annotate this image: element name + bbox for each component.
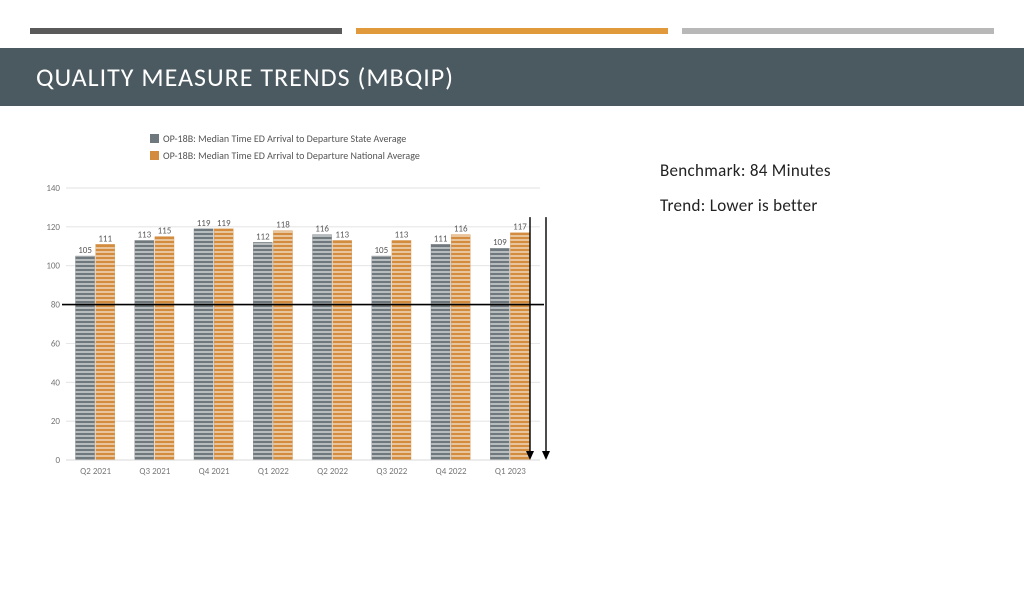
svg-text:Q3 2022: Q3 2022 [376,466,407,477]
bar-chart-svg: 0 20 40 60 80 100 120 140 105 111 Q2 2021 113 115 Q3 … [30,170,590,490]
bar [273,231,292,460]
bar [431,244,450,460]
svg-text:Q4 2022: Q4 2022 [436,466,467,477]
svg-text:113: 113 [335,229,349,240]
svg-text:109: 109 [493,237,507,248]
bar [75,256,94,460]
svg-text:111: 111 [98,233,112,244]
svg-text:Q2 2021: Q2 2021 [80,466,111,477]
chart-column: OP-18B: Median Time ED Arrival to Depart… [30,130,590,495]
legend-item-national: OP-18B: Median Time ED Arrival to Depart… [150,147,590,164]
legend-swatch-national [150,151,159,160]
svg-text:113: 113 [395,229,409,240]
svg-text:113: 113 [137,229,151,240]
bar [214,229,233,460]
stripe-2 [356,28,668,34]
svg-text:140: 140 [46,183,60,194]
svg-text:80: 80 [51,300,61,311]
svg-text:116: 116 [315,224,329,235]
svg-text:119: 119 [217,218,231,229]
bar [155,237,174,460]
svg-text:20: 20 [51,416,61,427]
bar [194,229,213,460]
svg-text:Q3 2021: Q3 2021 [139,466,170,477]
trend-text: Trend: Lower is better [660,195,831,216]
page-title: QUALITY MEASURE TRENDS (MBQIP) [36,61,454,93]
svg-text:Q4 2021: Q4 2021 [199,466,230,477]
bar [510,233,529,460]
svg-text:115: 115 [158,226,172,237]
svg-text:117: 117 [513,222,527,233]
svg-text:112: 112 [256,231,270,242]
svg-text:Q1 2023: Q1 2023 [495,466,526,477]
legend-label-state: OP-18B: Median Time ED Arrival to Depart… [163,130,406,147]
title-band: QUALITY MEASURE TRENDS (MBQIP) [0,48,1024,106]
bar [96,244,115,460]
stripe-1 [30,28,342,34]
benchmark-text: Benchmark: 84 Minutes [660,160,831,181]
legend-swatch-state [150,134,159,143]
svg-text:Q1 2022: Q1 2022 [258,466,289,477]
content-row: OP-18B: Median Time ED Arrival to Depart… [0,106,1024,495]
bar [333,240,352,460]
svg-text:105: 105 [374,245,388,256]
svg-text:0: 0 [55,455,60,466]
svg-text:105: 105 [78,245,92,256]
svg-text:60: 60 [51,338,61,349]
bar [451,235,470,460]
legend-item-state: OP-18B: Median Time ED Arrival to Depart… [150,130,590,147]
svg-text:118: 118 [276,220,290,231]
bar [135,240,154,460]
svg-text:Q2 2022: Q2 2022 [317,466,348,477]
bar [312,235,331,460]
svg-text:100: 100 [46,261,60,272]
stripe-3 [682,28,994,34]
svg-text:40: 40 [51,377,61,388]
legend-label-national: OP-18B: Median Time ED Arrival to Depart… [163,147,420,164]
header-top-stripes [0,28,1024,34]
svg-text:111: 111 [434,233,448,244]
sidebar-notes: Benchmark: 84 Minutes Trend: Lower is be… [590,130,831,495]
chart-plot-area: 0 20 40 60 80 100 120 140 105 111 Q2 2021 113 115 Q3 … [30,170,590,495]
bar [392,240,411,460]
chart-legend: OP-18B: Median Time ED Arrival to Depart… [30,130,590,164]
bar [372,256,391,460]
bar [253,242,272,460]
svg-text:119: 119 [197,218,211,229]
svg-text:120: 120 [46,222,60,233]
bar [490,248,509,460]
trend-arrow-icon [542,451,550,460]
svg-text:116: 116 [454,224,468,235]
